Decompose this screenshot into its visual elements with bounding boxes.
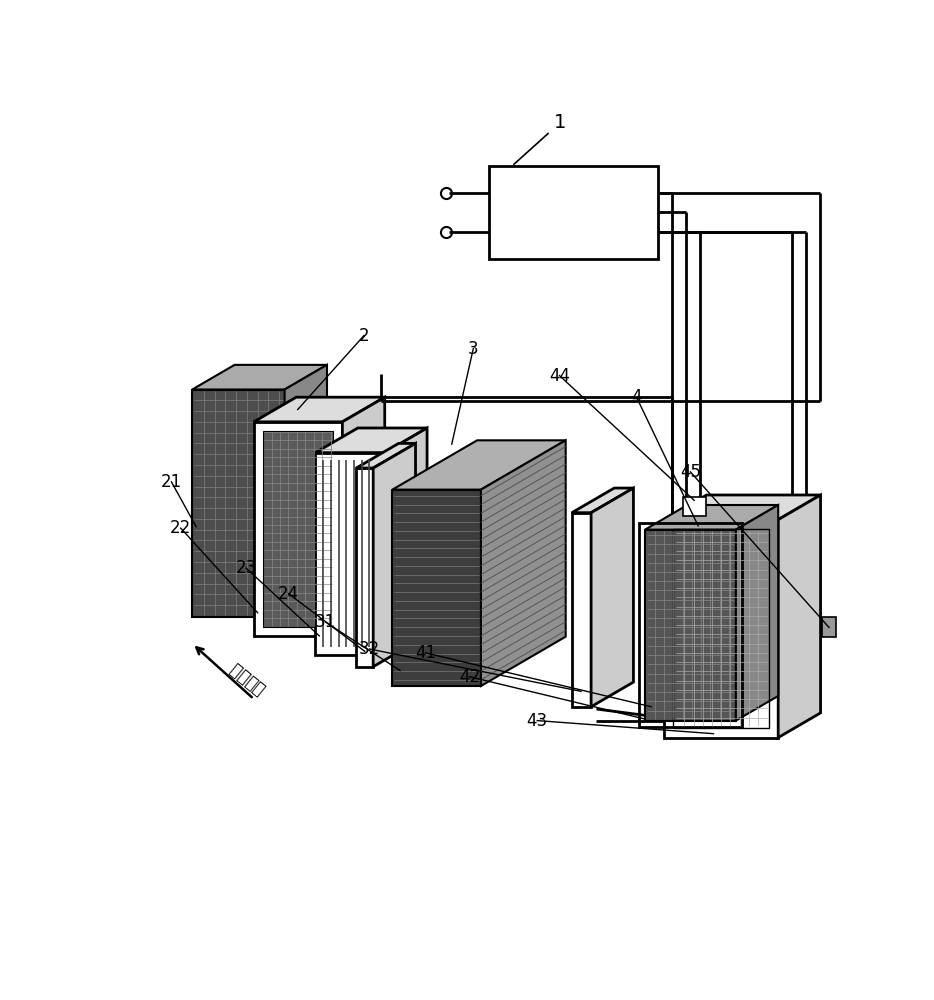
Polygon shape <box>664 495 821 520</box>
Polygon shape <box>385 428 427 655</box>
Text: 31: 31 <box>315 613 336 631</box>
Text: 3: 3 <box>468 340 478 358</box>
Text: 41: 41 <box>415 644 436 662</box>
Polygon shape <box>392 440 566 490</box>
Polygon shape <box>192 389 285 617</box>
Text: 23: 23 <box>235 559 257 577</box>
Text: 44: 44 <box>549 367 570 385</box>
Polygon shape <box>285 365 327 617</box>
Bar <box>822 617 836 637</box>
Polygon shape <box>356 468 374 667</box>
Text: 气流方向: 气流方向 <box>225 659 267 699</box>
Polygon shape <box>254 422 343 636</box>
Polygon shape <box>572 513 591 707</box>
Polygon shape <box>572 488 633 513</box>
Bar <box>488 166 658 259</box>
Polygon shape <box>392 490 481 686</box>
Polygon shape <box>316 428 427 453</box>
Polygon shape <box>316 453 385 655</box>
Text: 4: 4 <box>631 388 642 406</box>
Polygon shape <box>356 443 416 468</box>
Text: 42: 42 <box>459 668 480 686</box>
Polygon shape <box>664 520 778 738</box>
Polygon shape <box>192 365 327 389</box>
Text: 43: 43 <box>527 712 547 730</box>
Polygon shape <box>374 443 416 667</box>
Text: 32: 32 <box>359 640 380 658</box>
Polygon shape <box>263 431 333 627</box>
Text: 21: 21 <box>161 473 182 491</box>
Polygon shape <box>645 505 778 530</box>
Polygon shape <box>481 440 566 686</box>
Text: 22: 22 <box>170 519 191 537</box>
Bar <box>683 497 706 516</box>
Polygon shape <box>591 488 633 707</box>
Polygon shape <box>778 495 821 738</box>
Text: 24: 24 <box>278 585 299 603</box>
Polygon shape <box>254 397 385 422</box>
Polygon shape <box>645 530 736 721</box>
Text: 1: 1 <box>554 113 567 132</box>
Text: 2: 2 <box>359 327 369 345</box>
Polygon shape <box>736 505 778 721</box>
Text: 45: 45 <box>680 463 700 481</box>
Polygon shape <box>343 397 385 636</box>
